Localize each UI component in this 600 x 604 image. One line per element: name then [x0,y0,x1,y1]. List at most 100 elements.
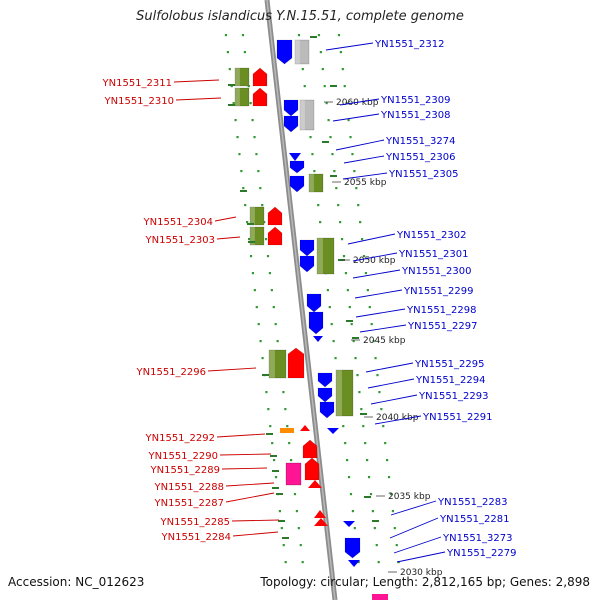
gene-label-left: YN1551_2285 [160,517,231,528]
track-dot [303,85,306,88]
track-dot [339,221,342,224]
track-dot [354,357,357,360]
gene-label-right: YN1551_2308 [380,110,451,121]
track-dot [282,391,285,394]
track-dot [319,221,322,224]
track-dot [257,323,260,326]
track-dot [284,408,287,411]
label-leader [389,517,439,539]
cds-blue-arrow [308,311,324,335]
cds-red-small [308,480,322,488]
cds-green-shade [235,88,240,106]
track-dot [251,119,254,122]
gene-label-right: YN1551_2302 [396,230,467,241]
track-dot [377,561,380,564]
gene-label-right: YN1551_2297 [407,321,478,332]
label-leader [214,216,237,222]
label-leader [225,482,275,487]
track-dot [246,221,249,224]
backbone-highlight [266,0,336,601]
track-dot [297,34,301,37]
gene-label-right: YN1551_2293 [418,391,489,402]
track-dot [351,510,354,513]
track-dot [366,289,369,292]
feature-dash [322,141,329,143]
track-dot [249,102,252,105]
scale-label: 2045 kbp [363,336,406,346]
track-dot [351,153,354,156]
track-dot [263,221,266,224]
track-dot [346,289,349,292]
cds-red-arrow [252,67,268,87]
cds-blue-arrow [283,115,299,133]
track-dot [362,425,365,428]
label-leader [347,233,396,245]
track-dot [386,459,389,462]
track-dot [364,272,368,275]
track-dot [344,442,347,445]
track-dot [387,476,391,479]
track-dot [319,51,322,54]
track-dot [331,153,334,156]
track-dot [264,238,268,241]
track-dot [274,323,277,326]
cds-blue-arrow [317,372,333,388]
track-dot [255,306,258,309]
cds-green-shade [336,370,342,416]
cds-gray [299,99,315,131]
label-leader [352,252,398,262]
gene-label-right: YN1551_2291 [422,412,493,423]
feature-dash [228,104,235,106]
track-dot [288,442,291,445]
track-dot [342,425,345,428]
feature-dash [352,337,359,339]
track-dot [232,102,235,105]
cds-green [268,349,287,379]
gene-label-right: YN1551_2283 [437,497,508,508]
cds-red-arrow [304,457,320,481]
label-leader [231,519,280,522]
track-dot [368,306,371,309]
label-leader [221,467,268,470]
track-dot [356,374,359,377]
cds-blue-small [327,428,339,434]
cds-green-shade [250,207,255,225]
track-dot [273,459,276,462]
track-dot [299,544,302,547]
cds-pink [285,462,302,486]
cds-red-small [314,510,326,518]
gene-label-right: YN1551_3273 [442,533,513,544]
feature-dash [272,470,279,472]
cds-gray [294,39,310,65]
gene-label-left: YN1551_2290 [148,451,219,462]
cds-red-arrow [252,87,268,107]
cds-blue-arrow [319,401,335,419]
track-dot [347,119,350,122]
track-dot [301,68,304,71]
track-dot [274,476,278,479]
gene-label-left: YN1551_2284 [161,532,232,543]
track-dot [224,34,228,37]
track-dot [293,493,297,496]
cds-orange [280,428,294,433]
track-dot [327,119,330,122]
track-dot [348,306,351,309]
cds-green [234,87,250,107]
label-leader [359,324,407,333]
track-dot [272,306,275,309]
track-dot [267,408,270,411]
accession-text: Accession: NC_012623 [8,575,145,589]
track-dot [242,187,245,190]
label-leader [370,394,418,405]
track-dot [270,289,273,292]
track-dot [236,136,239,139]
gene-label-right: YN1551_2305 [388,169,459,180]
gene-features [228,36,388,600]
track-dot [332,340,335,343]
cds-green-shade [250,227,255,245]
track-dot [330,323,333,326]
label-leader [232,531,279,537]
track-dot [276,340,279,343]
label-leader [325,42,374,51]
